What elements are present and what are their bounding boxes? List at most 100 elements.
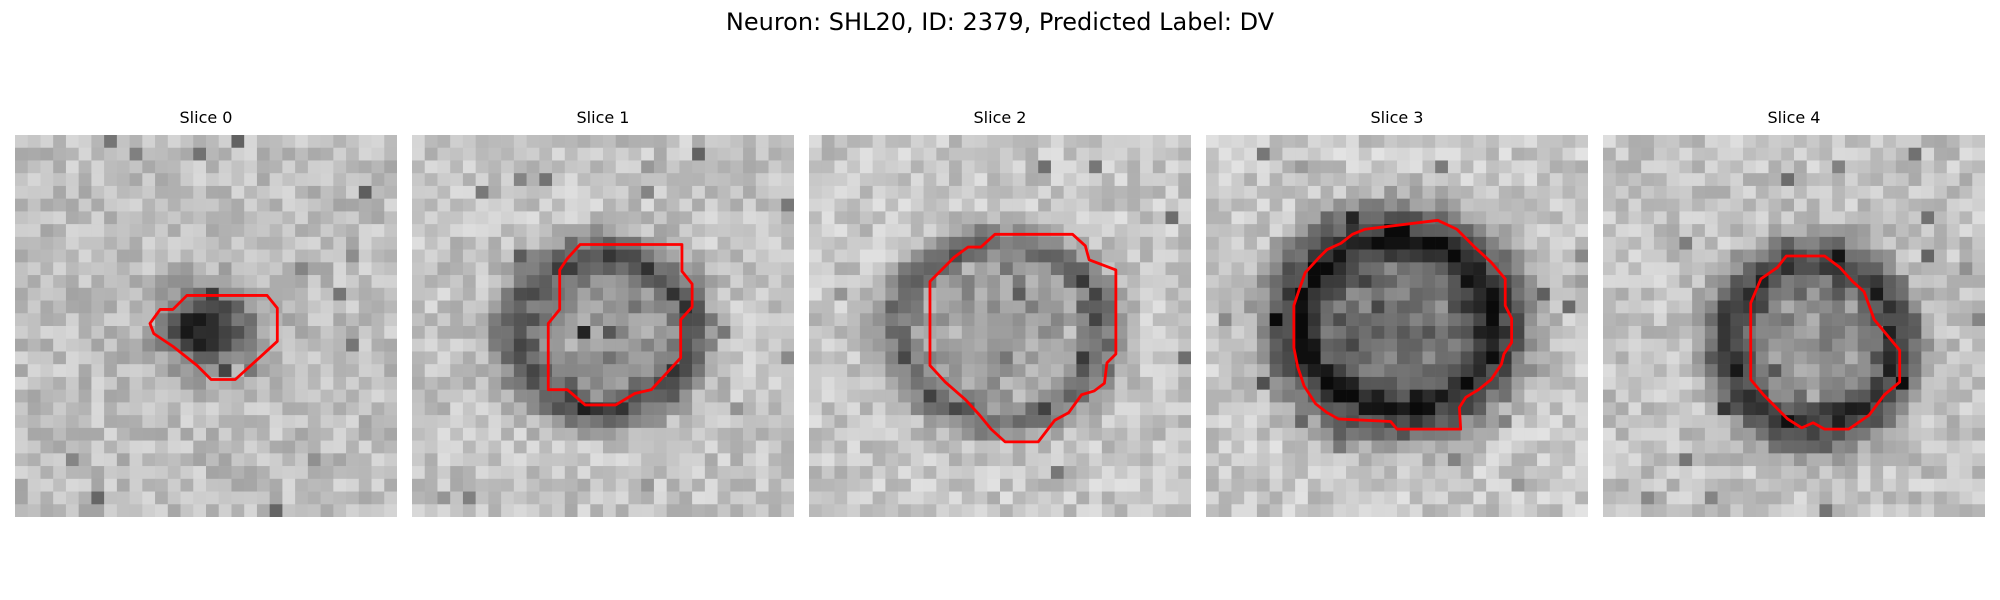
pixel <box>1282 453 1296 467</box>
pixel <box>15 478 28 492</box>
pixel <box>1628 351 1642 365</box>
pixel <box>628 185 642 199</box>
pixel <box>1819 147 1833 161</box>
pixel <box>1666 147 1680 161</box>
pixel <box>1921 275 1935 289</box>
pixel <box>1844 376 1858 390</box>
pixel <box>256 376 270 390</box>
pixel <box>1076 300 1090 314</box>
pixel <box>1692 364 1706 378</box>
pixel <box>1641 185 1655 199</box>
pixel <box>539 376 553 390</box>
pixel <box>1114 275 1128 289</box>
pixel <box>809 262 822 276</box>
pixel <box>15 364 28 378</box>
pixel <box>91 300 105 314</box>
pixel <box>603 453 616 467</box>
pixel <box>1549 453 1563 467</box>
pixel <box>1653 249 1667 263</box>
pixel <box>333 338 347 352</box>
pixel <box>91 415 105 429</box>
pixel <box>1244 415 1258 429</box>
pixel <box>307 313 321 327</box>
pixel <box>15 224 28 238</box>
pixel <box>142 211 156 225</box>
pixel <box>1781 313 1795 327</box>
pixel <box>1755 402 1769 416</box>
pixel <box>872 478 886 492</box>
pixel <box>1908 287 1922 301</box>
pixel <box>1895 453 1909 467</box>
pixel <box>1063 135 1077 148</box>
pixel <box>256 173 270 187</box>
pixel <box>1857 427 1871 441</box>
pixel <box>1000 287 1013 301</box>
pixel <box>821 351 835 365</box>
pixel <box>320 351 334 365</box>
pixel <box>1641 300 1655 314</box>
pixel <box>1333 326 1347 339</box>
pixel <box>307 135 321 148</box>
pixel <box>1206 173 1219 187</box>
pixel <box>717 427 731 441</box>
pixel <box>1806 236 1820 250</box>
pixel <box>320 236 334 250</box>
pixel <box>564 236 578 250</box>
pixel <box>1486 224 1500 238</box>
pixel <box>1218 326 1232 339</box>
pixel <box>885 160 899 174</box>
pixel <box>1333 440 1347 454</box>
pixel <box>488 275 502 289</box>
pixel <box>78 211 92 225</box>
pixel <box>1730 504 1744 517</box>
pixel <box>1244 364 1258 378</box>
pixel <box>1704 504 1718 517</box>
pixel <box>590 453 604 467</box>
pixel <box>1089 173 1103 187</box>
pixel <box>1178 198 1191 212</box>
pixel <box>1460 236 1474 250</box>
pixel <box>872 491 886 505</box>
pixel <box>53 389 67 403</box>
pixel <box>142 236 156 250</box>
pixel <box>231 185 245 199</box>
pixel <box>847 185 861 199</box>
pixel <box>78 453 92 467</box>
pixel <box>384 415 397 429</box>
pixel <box>1231 147 1245 161</box>
pixel <box>1781 504 1795 517</box>
pixel <box>1218 491 1232 505</box>
pixel <box>1063 236 1077 250</box>
pixel <box>1178 376 1191 390</box>
pixel <box>1511 135 1525 148</box>
pixel <box>1895 275 1909 289</box>
pixel <box>78 275 92 289</box>
pixel <box>1666 173 1680 187</box>
pixel <box>1295 211 1309 225</box>
pixel <box>40 313 54 327</box>
pixel <box>615 287 629 301</box>
pixel <box>1282 147 1296 161</box>
pixel <box>475 224 489 238</box>
pixel <box>910 338 924 352</box>
pixel <box>910 415 924 429</box>
pixel <box>437 173 451 187</box>
pixel <box>1333 389 1347 403</box>
pixel <box>295 453 309 467</box>
pixel <box>1575 389 1588 403</box>
pixel <box>1460 504 1474 517</box>
pixel <box>564 427 578 441</box>
pixel <box>1127 173 1141 187</box>
pixel <box>1794 185 1807 199</box>
pixel <box>781 364 794 378</box>
pixel <box>307 478 321 492</box>
pixel <box>834 402 848 416</box>
pixel <box>526 478 540 492</box>
pixel <box>961 173 975 187</box>
pixel <box>539 491 553 505</box>
pixel <box>1972 326 1985 339</box>
pixel <box>1832 185 1846 199</box>
pixel <box>1012 440 1026 454</box>
pixel <box>1946 427 1960 441</box>
pixel <box>539 236 553 250</box>
